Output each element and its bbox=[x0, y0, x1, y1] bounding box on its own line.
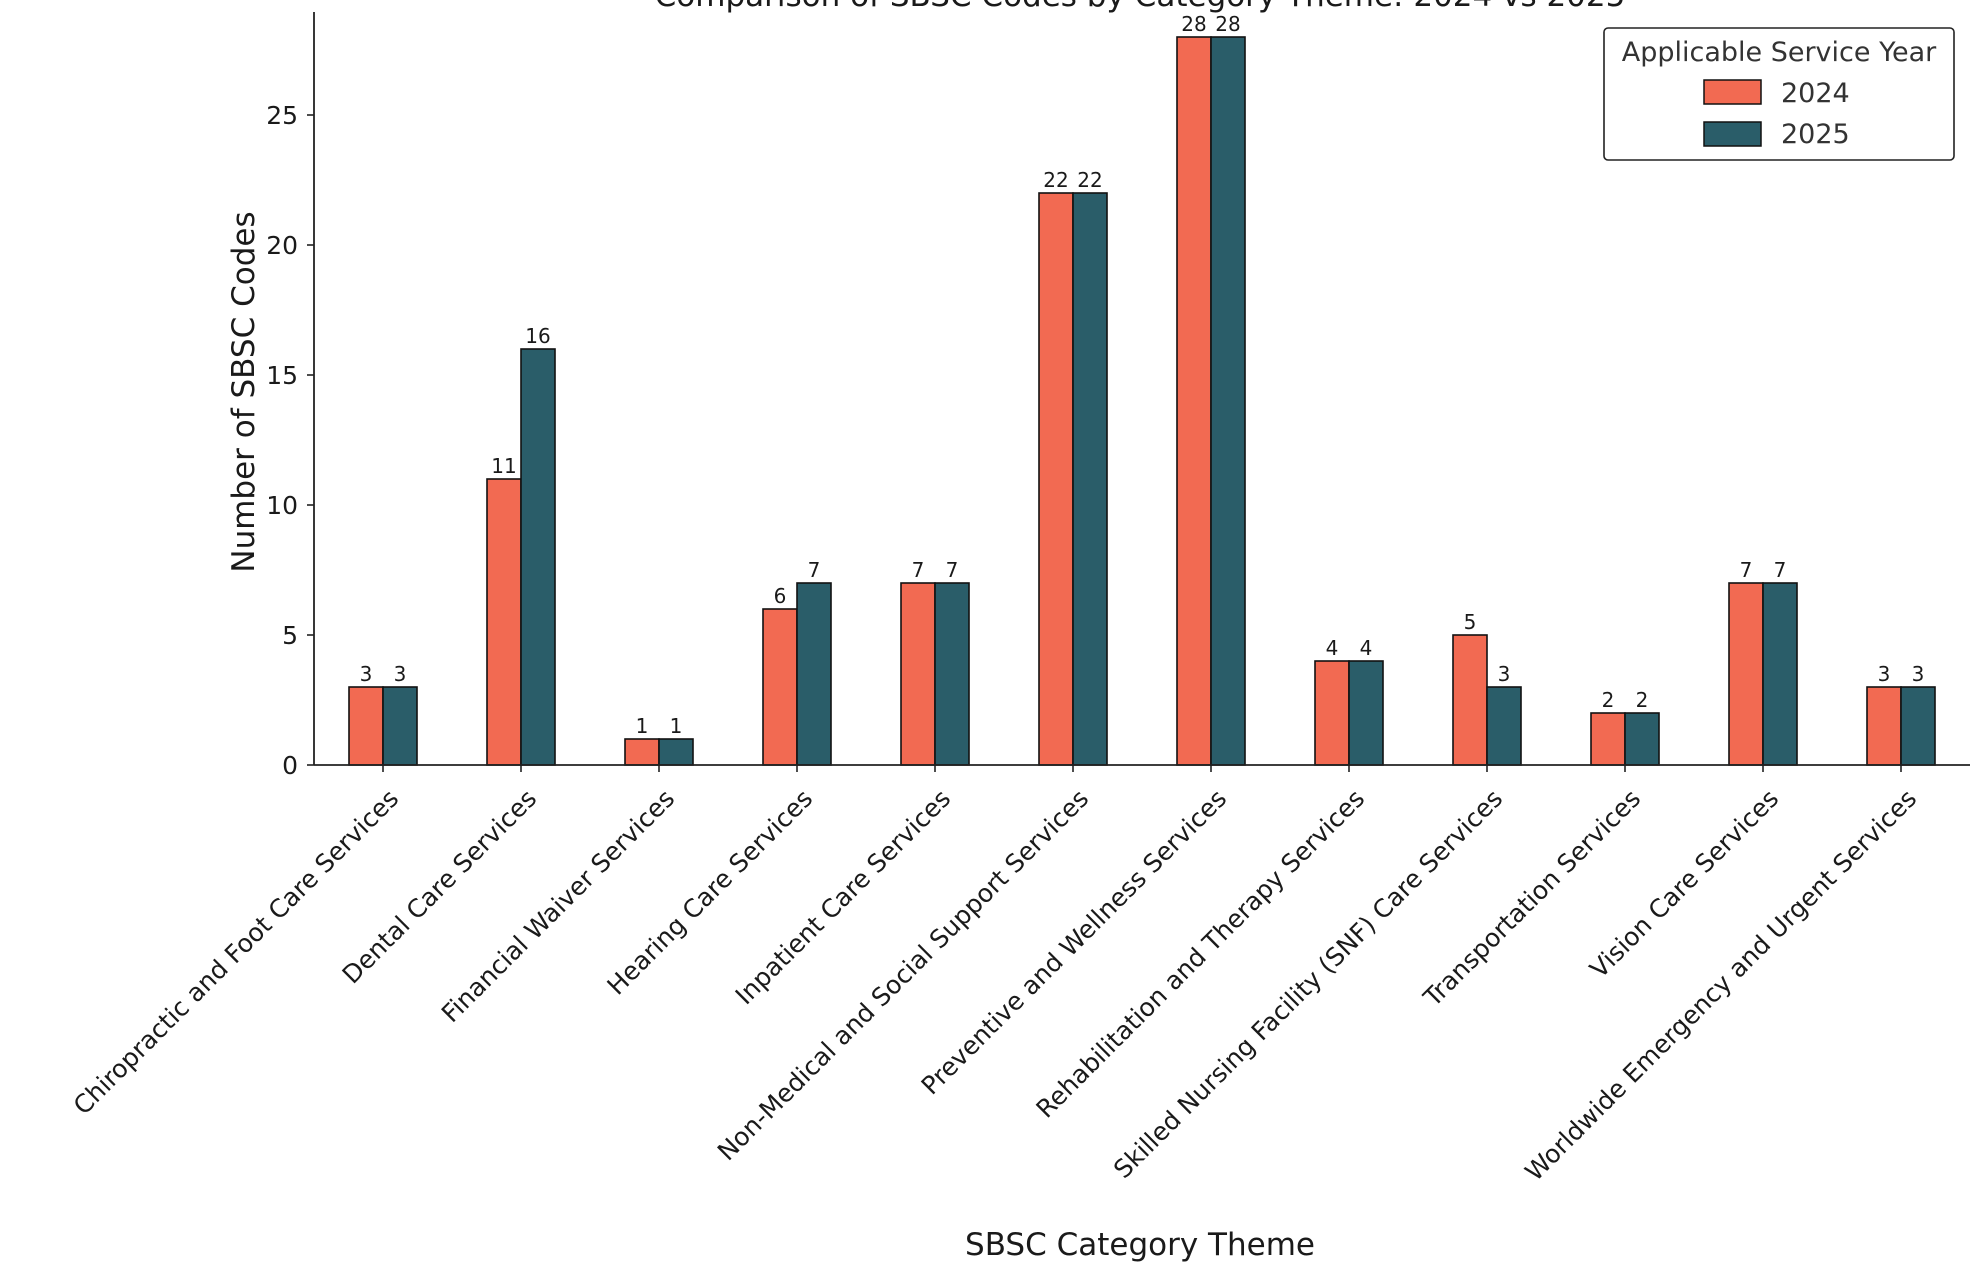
legend: Applicable Service Year 2024 2025 bbox=[1603, 27, 1955, 161]
data-label-2024-0: 3 bbox=[360, 662, 373, 686]
bar-2025-10 bbox=[1762, 582, 1798, 766]
x-axis-label: SBSC Category Theme bbox=[965, 1227, 1315, 1262]
y-tick-label-5: 5 bbox=[282, 621, 298, 650]
data-label-2024-6: 28 bbox=[1181, 12, 1206, 36]
data-label-2025-5: 22 bbox=[1077, 168, 1102, 192]
bar-2024-0 bbox=[348, 686, 384, 766]
bar-2025-8 bbox=[1486, 686, 1522, 766]
data-label-2024-8: 5 bbox=[1464, 610, 1477, 634]
data-label-2024-1: 11 bbox=[491, 454, 516, 478]
y-axis-label: Number of SBSC Codes bbox=[226, 211, 262, 572]
bar-2024-11 bbox=[1866, 686, 1902, 766]
bar-2025-0 bbox=[382, 686, 418, 766]
y-tick-label-15: 15 bbox=[266, 361, 298, 390]
data-label-2025-8: 3 bbox=[1498, 662, 1511, 686]
y-tick-label-20: 20 bbox=[266, 231, 298, 260]
axes-group bbox=[313, 12, 1970, 766]
legend-label-2025: 2025 bbox=[1781, 119, 1850, 150]
bar-2024-1 bbox=[486, 478, 522, 766]
legend-title: Applicable Service Year bbox=[1622, 37, 1937, 68]
data-label-2025-6: 28 bbox=[1215, 12, 1240, 36]
bar-2025-9 bbox=[1624, 712, 1660, 766]
bar-2024-2 bbox=[624, 738, 660, 766]
data-label-2025-0: 3 bbox=[394, 662, 407, 686]
bar-2025-6 bbox=[1210, 36, 1246, 766]
bar-2024-10 bbox=[1728, 582, 1764, 766]
data-label-2025-10: 7 bbox=[1774, 558, 1787, 582]
bar-2024-5 bbox=[1038, 192, 1074, 766]
bar-2024-8 bbox=[1452, 634, 1488, 766]
y-ticks-group: 0 5 10 15 20 25 bbox=[266, 101, 314, 780]
data-label-2025-2: 1 bbox=[670, 714, 683, 738]
bar-2025-2 bbox=[658, 738, 694, 766]
data-label-2024-7: 4 bbox=[1326, 636, 1339, 660]
bar-2025-1 bbox=[520, 348, 556, 766]
x-tick-label-9: Transportation Services bbox=[1417, 784, 1646, 1013]
bar-2024-4 bbox=[900, 582, 936, 766]
bar-2025-4 bbox=[934, 582, 970, 766]
bar-2024-6 bbox=[1176, 36, 1212, 766]
bar-2025-3 bbox=[796, 582, 832, 766]
data-label-2024-5: 22 bbox=[1043, 168, 1068, 192]
bar-2024-3 bbox=[762, 608, 798, 766]
bar-2025-5 bbox=[1072, 192, 1108, 766]
legend-swatch-2024 bbox=[1703, 79, 1762, 105]
y-tick-label-25: 25 bbox=[266, 101, 298, 130]
x-tick-label-6: Preventive and Wellness Services bbox=[916, 784, 1233, 1101]
x-ticks-group: Chiropractic and Foot Care ServicesDenta… bbox=[68, 765, 1922, 1187]
data-label-2024-4: 7 bbox=[912, 558, 925, 582]
data-label-2024-10: 7 bbox=[1740, 558, 1753, 582]
data-label-2024-2: 1 bbox=[636, 714, 649, 738]
y-tick-label-0: 0 bbox=[282, 751, 298, 780]
data-label-2024-3: 6 bbox=[774, 584, 787, 608]
data-label-2025-7: 4 bbox=[1360, 636, 1373, 660]
legend-swatch-2025 bbox=[1703, 121, 1762, 147]
legend-frame bbox=[1603, 27, 1955, 161]
data-label-2024-9: 2 bbox=[1602, 688, 1615, 712]
bars-group bbox=[348, 36, 1936, 766]
chart-title: Comparison of SBSC Codes by Category The… bbox=[655, 0, 1626, 14]
bar-2025-7 bbox=[1348, 660, 1384, 766]
bar-2025-11 bbox=[1900, 686, 1936, 766]
x-tick-label-2: Financial Waiver Services bbox=[436, 784, 680, 1028]
data-label-2024-11: 3 bbox=[1878, 662, 1891, 686]
bar-2024-9 bbox=[1590, 712, 1626, 766]
data-label-2025-4: 7 bbox=[946, 558, 959, 582]
legend-label-2024: 2024 bbox=[1781, 78, 1850, 109]
data-label-2025-9: 2 bbox=[1636, 688, 1649, 712]
data-label-2025-11: 3 bbox=[1912, 662, 1925, 686]
data-label-2025-1: 16 bbox=[525, 324, 550, 348]
y-tick-label-10: 10 bbox=[266, 491, 298, 520]
bar-2024-7 bbox=[1314, 660, 1350, 766]
data-label-2025-3: 7 bbox=[808, 558, 821, 582]
